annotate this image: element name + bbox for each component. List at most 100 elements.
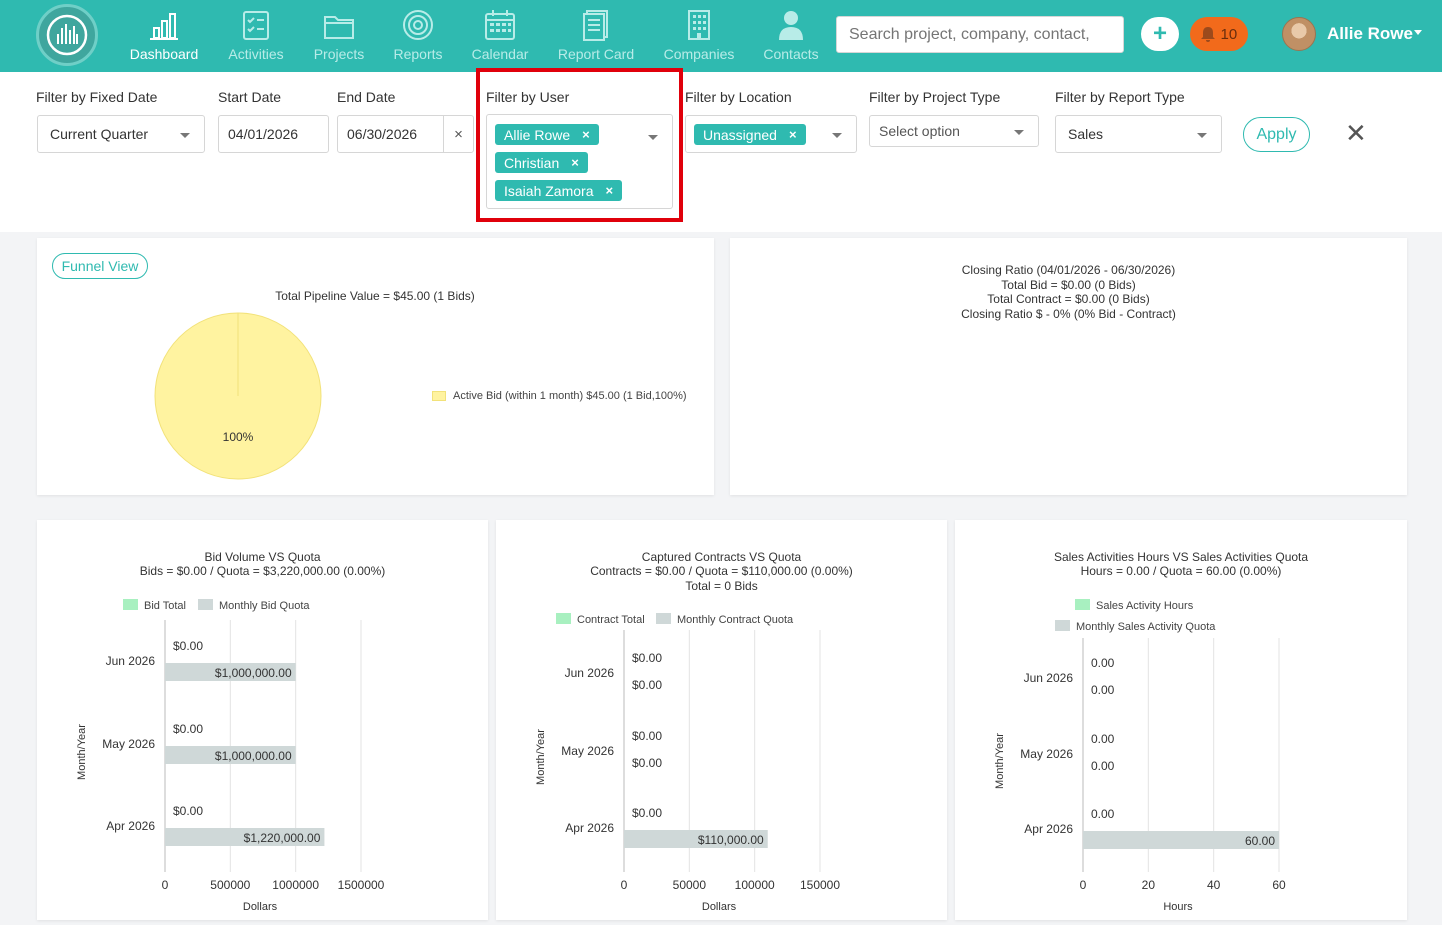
avatar[interactable] [1282,17,1316,51]
bell-icon [1200,27,1215,42]
pipeline-title: Total Pipeline Value = $45.00 (1 Bids) [275,289,475,303]
nav-report-card[interactable]: Report Card [552,8,640,66]
nav-report-card-label: Report Card [557,46,635,62]
apply-button[interactable]: Apply [1243,117,1310,152]
notification-count: 10 [1220,25,1238,43]
bar-value-label: 0.00 [1091,732,1115,746]
bar [1083,831,1279,849]
project-type-placeholder: Select option [879,123,960,139]
nav-projects-label: Projects [313,46,365,62]
y-tick-label: Apr 2026 [106,819,155,833]
y-tick-label: Apr 2026 [1024,822,1073,836]
legend-label: Sales Activity Hours [1096,600,1194,612]
bar-value-label: 0.00 [1091,656,1115,670]
funnel-view-button[interactable]: Funnel View [52,253,148,279]
notifications-button[interactable]: 10 [1190,17,1248,51]
app-logo[interactable] [36,4,98,66]
remove-tag-icon[interactable]: × [788,127,797,142]
bar-value-label: $1,000,000.00 [215,666,292,680]
report-type-select[interactable]: Sales [1055,115,1222,153]
user-tag-label: Isaiah Zamora [504,182,594,199]
y-tick-label: Jun 2026 [106,654,156,668]
user-tag: Allie Rowe × [495,124,599,145]
end-date-input[interactable]: 06/30/2026 [337,115,474,153]
quick-add-button[interactable]: + [1141,17,1179,51]
y-tick-label: May 2026 [561,744,614,758]
close-icon[interactable]: ✕ [1345,118,1367,148]
legend-swatch [1055,620,1070,631]
y-tick-label: Jun 2026 [565,666,615,680]
location-filter-label: Filter by Location [685,89,792,105]
user-tag: Christian × [495,152,588,173]
x-axis-title: Dollars [243,901,278,913]
bar-value-label: 0.00 [1091,683,1115,697]
bar-chart-icon [150,13,178,40]
chart-subtitle: Contracts = $0.00 / Quota = $110,000.00 … [590,564,853,578]
folder-icon [324,16,354,39]
bar [165,828,325,846]
global-search-input[interactable] [836,16,1124,53]
remove-tag-icon[interactable]: × [571,155,579,170]
chevron-down-icon [1197,133,1207,138]
legend-label: Monthly Contract Quota [677,614,794,626]
x-tick-label: 50000 [673,878,707,892]
nav-activities-label: Activities [228,46,284,62]
funnel-card [37,238,714,495]
chart-title: Sales Activities Hours VS Sales Activiti… [1054,550,1308,564]
legend-label: Monthly Sales Activity Quota [1076,621,1216,633]
clear-end-date-button[interactable]: × [443,116,473,153]
user-tag-label: Allie Rowe [504,126,571,143]
chart-title: Bid Volume VS Quota [204,550,320,564]
start-date-input[interactable]: 04/01/2026 [218,115,329,153]
legend-swatch [556,613,571,624]
chevron-down-icon [648,135,658,140]
bar-value-label: $1,000,000.00 [215,749,292,763]
chevron-down-icon [1014,130,1024,135]
fixed-date-select[interactable]: Current Quarter [37,115,205,153]
pie-slice-label: 100% [222,430,254,444]
remove-tag-icon[interactable]: × [605,183,614,198]
closing-ratio-card [730,238,1407,495]
bar-value-label: $1,220,000.00 [244,831,321,845]
top-navigation-bar: Dashboard Activities Projects Reports Ca… [0,0,1442,72]
x-tick-label: 150000 [800,878,840,892]
bar-value-label: $0.00 [632,729,662,743]
legend-label: Monthly Bid Quota [219,600,310,612]
nav-calendar[interactable]: Calendar [468,8,532,66]
nav-contacts-label: Contacts [763,46,819,62]
nav-contacts[interactable]: Contacts [758,8,824,66]
project-type-select[interactable]: Select option [869,115,1039,147]
bar [624,830,768,848]
closing-ratio-line: Closing Ratio $ - 0% (0% Bid - Contract) [961,306,1176,321]
highlight-box [476,68,683,222]
person-icon [779,11,803,40]
end-date-label: End Date [337,89,396,105]
bar-value-label: $0.00 [632,806,662,820]
x-tick-label: 60 [1272,878,1286,892]
building-icon [688,10,710,40]
y-axis-title: Month/Year [535,729,547,785]
bar [165,663,296,681]
chevron-down-icon [180,133,190,138]
legend-swatch [123,599,138,610]
user-tag: Isaiah Zamora × [495,180,623,201]
nav-dashboard[interactable]: Dashboard [128,8,200,66]
x-tick-label: 0 [162,878,169,892]
target-icon [403,10,433,40]
project-type-label: Filter by Project Type [869,89,1001,105]
location-tag: Unassigned × [694,124,806,145]
remove-tag-icon[interactable]: × [582,127,590,142]
user-name[interactable]: Allie Rowe [1327,24,1413,43]
closing-ratio-line: Total Contract = $0.00 (0 Bids) [987,292,1150,306]
nav-reports[interactable]: Reports [388,8,448,66]
nav-companies[interactable]: Companies [660,8,738,66]
x-axis-title: Dollars [702,901,737,913]
nav-activities[interactable]: Activities [222,8,290,66]
nav-reports-label: Reports [393,46,443,62]
nav-calendar-label: Calendar [471,46,529,62]
legend-swatch [432,391,446,401]
report-type-value: Sales [1068,126,1104,142]
chevron-down-icon[interactable] [1414,30,1422,35]
nav-projects[interactable]: Projects [308,8,370,66]
